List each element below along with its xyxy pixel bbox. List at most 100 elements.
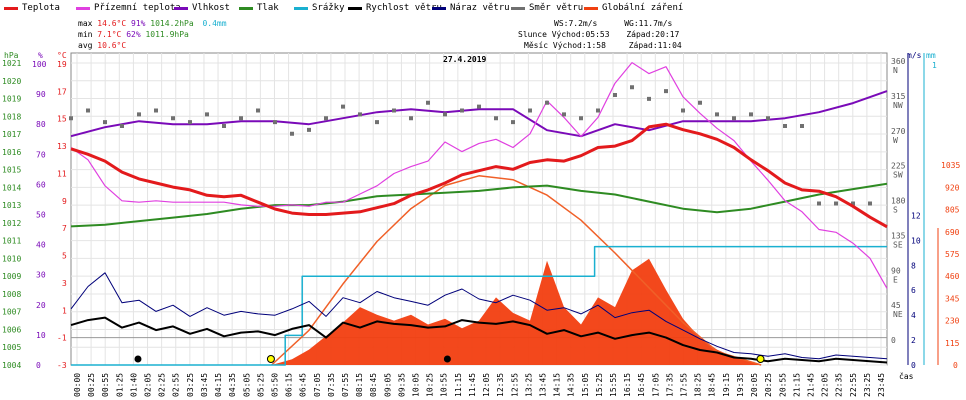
wind-direction-point: [613, 93, 617, 97]
wind-direction-point: [681, 108, 685, 113]
temp-tick-label: 7: [62, 224, 67, 233]
legend-label: Globální záření: [602, 3, 684, 13]
hum-tick-label: 50: [36, 211, 46, 220]
series-wind-speed: [70, 316, 888, 364]
x-tick-label: 15:25: [595, 373, 604, 397]
legend: Teplota Přízemní teplota Vlhkost Tlak Srážky…: [0, 0, 966, 18]
ms-tick-label: 6: [911, 286, 916, 295]
hum-tick-label: 0: [36, 361, 41, 370]
wind-direction-point: [103, 120, 107, 125]
x-tick-label: 17:55: [680, 373, 689, 397]
wm2-tick-label: 230: [945, 317, 960, 326]
moonrise-marker: [134, 355, 142, 363]
wind-direction-point: [630, 85, 634, 90]
x-tick-label: 17:05: [651, 373, 660, 397]
temp-tick-label: 17: [57, 87, 67, 96]
wm2-tick-label: 0: [953, 361, 958, 370]
wind-direction-point: [188, 120, 192, 125]
temp-tick-label: 19: [57, 60, 67, 69]
dir-compass-label: E: [893, 275, 898, 284]
wind-direction-point: [460, 108, 464, 113]
x-tick-label: 09:05: [383, 373, 392, 397]
wm2-tick-label: 345: [945, 294, 960, 303]
wind-direction-point: [545, 100, 549, 105]
x-tick-label: 02:05: [144, 373, 153, 397]
x-tick-label: 17:35: [665, 373, 674, 397]
sunset-marker: [756, 355, 765, 363]
legend-swatch: [76, 7, 90, 10]
wind-direction-point: [86, 108, 90, 113]
hpa-tick-label: 1019: [2, 95, 21, 104]
ms-tick-label: 4: [911, 311, 916, 320]
dir-compass-label: NW: [893, 101, 903, 110]
dir-compass-label: N: [893, 66, 898, 75]
legend-label: Vlhkost: [192, 3, 230, 13]
wind-direction-point: [647, 96, 651, 101]
axis-label-ms: m/s: [907, 51, 922, 60]
hpa-tick-label: 1014: [2, 183, 21, 192]
dir-tick-label: 0: [891, 336, 896, 345]
x-tick-label: 06:45: [299, 373, 308, 397]
wm2-tick-label: 1035: [941, 161, 960, 170]
x-tick-label: 02:25: [158, 373, 167, 397]
x-tick-label: 11:15: [454, 373, 463, 397]
wind-direction-point: [273, 120, 277, 125]
dir-tick-label: 315: [891, 92, 906, 101]
wind-direction-point: [409, 116, 413, 121]
temp-tick-label: -1: [57, 334, 67, 343]
wind-direction-point: [851, 201, 855, 206]
stat-moon: Měsíc Východ:1:58 Západ:11:04: [524, 41, 682, 50]
wind-direction-point: [290, 131, 294, 136]
x-tick-label: 00:25: [87, 373, 96, 397]
wind-direction-point: [222, 124, 226, 128]
wind-direction-point: [528, 108, 532, 113]
wind-direction-point: [324, 116, 328, 121]
wind-direction-point: [800, 124, 804, 128]
x-tick-label: 06:15: [285, 373, 294, 397]
x-tick-label: 09:35: [397, 373, 406, 397]
legend-label: Tlak: [257, 3, 279, 13]
temp-tick-label: 13: [57, 142, 67, 151]
wind-direction-point: [239, 116, 243, 121]
dir-compass-label: NE: [893, 310, 903, 319]
x-tick-label: 01:25: [115, 373, 124, 397]
wind-direction-point: [69, 116, 73, 121]
x-tick-label: 08:45: [369, 373, 378, 397]
x-tick-label: 18:45: [708, 373, 717, 397]
wind-direction-point: [307, 127, 311, 132]
x-tick-label: 12:35: [496, 373, 505, 397]
hpa-tick-label: 1020: [2, 77, 21, 86]
dir-compass-label: SW: [893, 171, 903, 180]
x-tick-label: 22:35: [835, 373, 844, 397]
series-humidity: [70, 90, 888, 138]
hpa-tick-label: 1015: [2, 166, 21, 175]
wind-direction-point: [596, 108, 600, 113]
wind-direction-point: [120, 124, 124, 128]
x-tick-label: 15:05: [581, 373, 590, 397]
stat-avg: avg 10.6°C: [78, 41, 127, 50]
x-tick-label: 00:00: [73, 373, 82, 397]
dir-compass-label: SE: [893, 240, 903, 249]
x-tick-label: 14:15: [553, 373, 562, 397]
legend-swatch: [348, 7, 362, 10]
legend-label: Náraz větru: [450, 3, 510, 13]
wind-direction-point: [494, 116, 498, 121]
hpa-tick-label: 1017: [2, 130, 21, 139]
hpa-tick-label: 1013: [2, 201, 21, 210]
x-tick-label: 13:45: [538, 373, 547, 397]
x-tick-label: 07:55: [341, 373, 350, 397]
ms-tick-label: 10: [911, 236, 921, 245]
ms-tick-label: 2: [911, 336, 916, 345]
temp-tick-label: 9: [62, 197, 67, 206]
x-tick-label: 10:55: [440, 373, 449, 397]
mm-tick-label: 1: [932, 61, 937, 70]
x-tick-label: 21:45: [806, 373, 815, 397]
x-tick-label: 19:35: [736, 373, 745, 397]
temp-tick-label: 11: [57, 169, 67, 178]
x-tick-label: 21:15: [792, 373, 801, 397]
hum-tick-label: 100: [32, 60, 47, 69]
wind-direction-point: [358, 112, 362, 117]
dir-tick-label: 45: [891, 301, 901, 310]
series-rain: [71, 245, 887, 366]
plot-area: [70, 52, 888, 366]
